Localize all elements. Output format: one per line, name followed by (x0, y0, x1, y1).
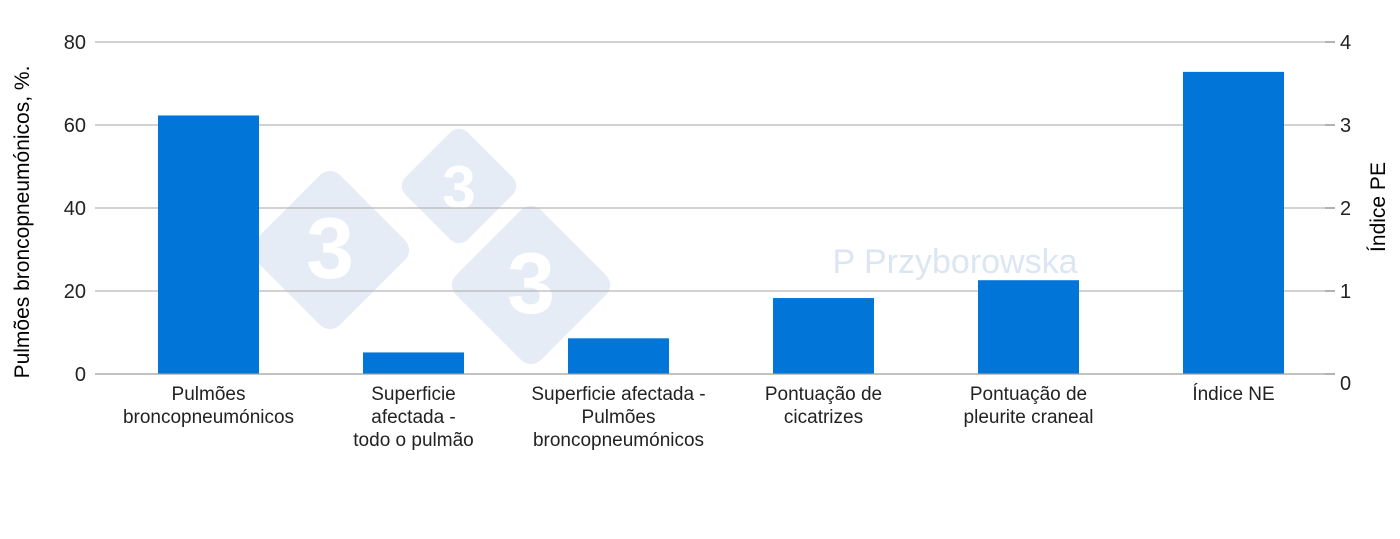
y-tick-label: 40 (64, 198, 86, 220)
y-tick-label: 80 (64, 32, 86, 54)
gridlines (95, 41, 1325, 292)
x-tick-label-line: broncopneumónicos (123, 407, 294, 428)
y-tick-label: 0 (75, 364, 86, 386)
x-tick-label-line: Pontuação de (970, 384, 1087, 405)
y2-tick-label: 1 (1340, 281, 1351, 303)
watermark-diamond-left (250, 170, 410, 330)
bar (363, 352, 464, 374)
watermark-diamond-top (401, 128, 517, 244)
bar (568, 338, 669, 374)
y2-axis-label: Índice PE (1367, 162, 1390, 252)
x-tick-label: Superficie afectada -todo o pulmão (353, 384, 473, 451)
x-tick-label-line: Índice NE (1192, 384, 1274, 405)
x-tick-label: Pontuação de pleurite craneal (964, 384, 1094, 428)
watermark: 3 3 3 P Przyborowska (250, 128, 1078, 365)
y-axis-label: Pulmões broncopneumónicos, %. (11, 66, 34, 379)
watermark-digit-top: 3 (442, 154, 475, 221)
x-tick-label: Pulmões broncopneumónicos (123, 384, 294, 428)
x-tick-label-line: Pulmões (172, 384, 246, 405)
y-tick-label: 20 (64, 281, 86, 303)
x-tick-label-line: Superficie afectada - (531, 384, 705, 405)
watermark-logo: 3 3 3 (250, 128, 611, 365)
watermark-caption: P Przyborowska (832, 243, 1077, 281)
x-tick-label: Índice NE (1192, 384, 1274, 405)
x-tick-label-line: Superficie (371, 384, 456, 405)
y2-tick-label: 3 (1340, 115, 1351, 137)
watermark-digit-left: 3 (306, 201, 354, 297)
x-tick-label-line: afectada - (371, 407, 456, 428)
x-tick-label: Pontuação de cicatrizes (765, 384, 882, 428)
y-tick-label: 60 (64, 115, 86, 137)
watermark-digit-right: 3 (507, 236, 555, 332)
bar (978, 280, 1079, 374)
bars (158, 71, 1284, 374)
x-tick-label-line: todo o pulmão (353, 430, 473, 451)
bar (158, 115, 259, 374)
bar (1183, 71, 1284, 374)
y2-tick-label: 2 (1340, 198, 1351, 220)
x-tick-label-line: cicatrizes (784, 407, 863, 428)
x-tick-label-line: pleurite craneal (964, 407, 1094, 428)
x-tick-label-line: broncopneumónicos (533, 430, 704, 451)
y2-tick-label: 4 (1340, 32, 1351, 54)
x-tick-label-line: Pontuação de (765, 384, 882, 405)
watermark-diamond-right (451, 205, 611, 365)
x-tick-label: Superficie afectada -Pulmões broncopneumó… (531, 384, 705, 451)
x-tick-label-line: Pulmões (582, 407, 656, 428)
bar (773, 298, 874, 374)
y2-tick-label: 0 (1340, 373, 1351, 395)
